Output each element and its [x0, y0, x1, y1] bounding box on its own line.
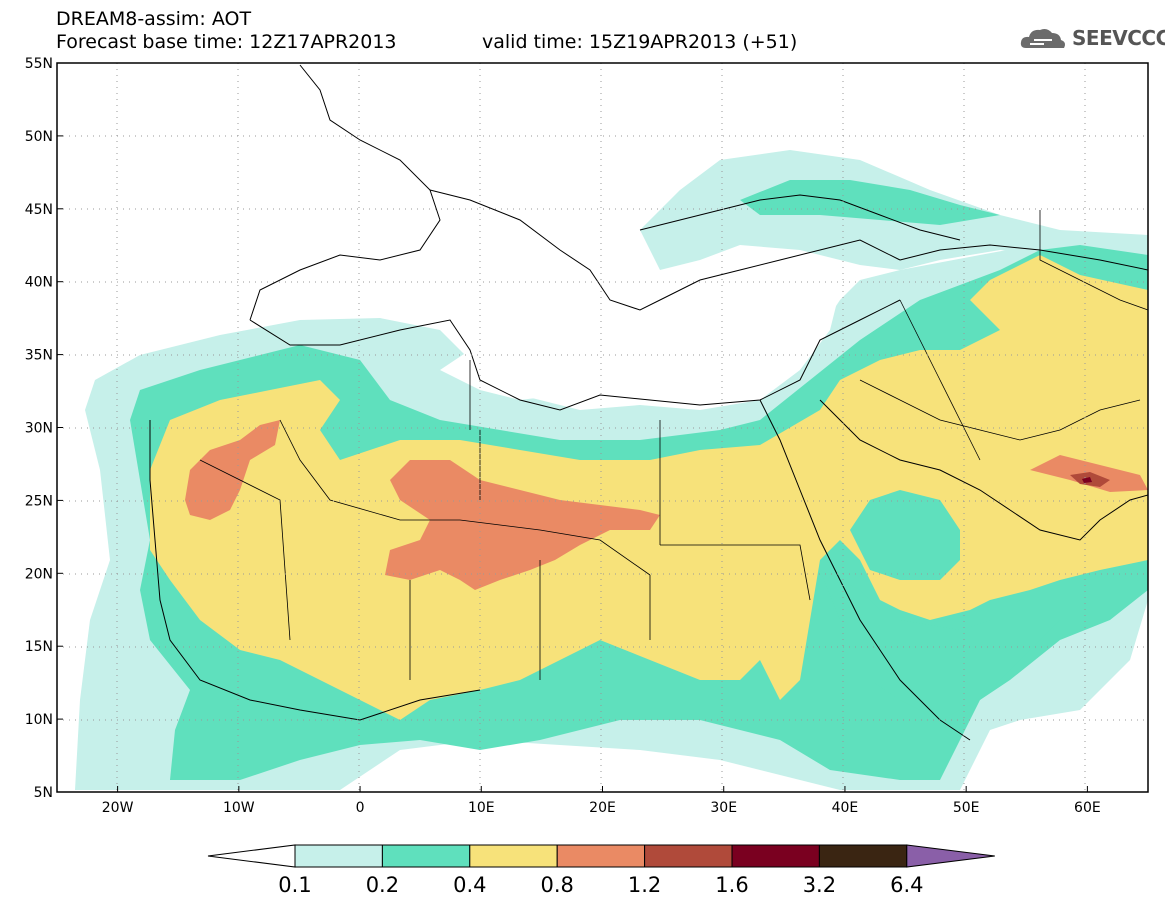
- lon-label: 60E: [1074, 800, 1101, 816]
- lat-label: 35N: [25, 348, 53, 364]
- cloud-icon: [1020, 29, 1065, 48]
- aot-band-1.6-iran: [1082, 477, 1092, 483]
- colorbar-label: 0.8: [540, 873, 573, 897]
- colorbar-box: [469, 844, 558, 868]
- colorbar-arrow-high: [906, 844, 995, 868]
- lat-label: 40N: [25, 275, 53, 291]
- colorbar-box: [818, 844, 908, 868]
- seevccc-logo: SEEVCCC: [1072, 26, 1165, 50]
- colorbar-label: 1.2: [628, 873, 661, 897]
- colorbar-label: 1.6: [715, 873, 748, 897]
- map-title: DREAM8-assim: AOT: [56, 8, 252, 30]
- lat-label: 30N: [25, 421, 53, 437]
- colorbar-box: [644, 844, 733, 868]
- colorbar-label: 0.2: [366, 873, 399, 897]
- colorbar-box: [381, 844, 471, 868]
- lon-label: 20W: [102, 800, 134, 816]
- colorbar-label: 0.1: [278, 873, 311, 897]
- lon-axis-labels: 20W 10W 0 10E 20E 30E 40E 50E 60E: [102, 786, 1101, 816]
- lat-label: 50N: [25, 129, 53, 145]
- forecast-base-time: Forecast base time: 12Z17APR2013: [56, 31, 397, 53]
- aot-contours: [57, 63, 1148, 792]
- lon-label: 10E: [468, 800, 495, 816]
- colorbar-box: [294, 844, 383, 868]
- valid-time: valid time: 15Z19APR2013 (+51): [482, 31, 798, 53]
- aot-band-0.2-horn: [820, 570, 1060, 720]
- colorbar-box: [731, 844, 820, 868]
- aot-band-0.2-black-sea: [740, 180, 1000, 225]
- lon-label: 20E: [589, 800, 616, 816]
- coastlines: [149, 64, 1148, 741]
- aot-band-0.4-arabia-hole: [850, 490, 960, 580]
- country-borders: [199, 210, 1148, 680]
- lon-label: 40E: [832, 800, 859, 816]
- lon-label: 30E: [710, 800, 737, 816]
- lat-label: 10N: [25, 712, 53, 728]
- aot-band-0.8-central: [385, 460, 660, 590]
- lat-label: 25N: [25, 493, 53, 509]
- lon-label: 50E: [953, 800, 980, 816]
- lat-label: 20N: [25, 566, 53, 582]
- lat-label: 55N: [25, 56, 53, 72]
- lon-label: 10W: [223, 800, 255, 816]
- lat-label: 5N: [34, 785, 53, 801]
- aot-band-0.8-west: [185, 420, 280, 520]
- lat-axis-labels: 55N 50N 45N 40N 35N 30N 25N 20N 15N 10N 5N: [25, 56, 63, 801]
- lat-label: 45N: [25, 202, 53, 218]
- colorbar-box: [556, 844, 646, 868]
- mediterranean-sea: [440, 280, 840, 410]
- lon-label: 0: [356, 800, 365, 816]
- lat-label: 15N: [25, 639, 53, 655]
- colorbar-label: 3.2: [803, 873, 836, 897]
- colorbar-label: 6.4: [890, 873, 923, 897]
- colorbar-arrow-low: [207, 844, 296, 868]
- aot-band-0.4: [150, 255, 1148, 720]
- colorbar-label: 0.4: [453, 873, 486, 897]
